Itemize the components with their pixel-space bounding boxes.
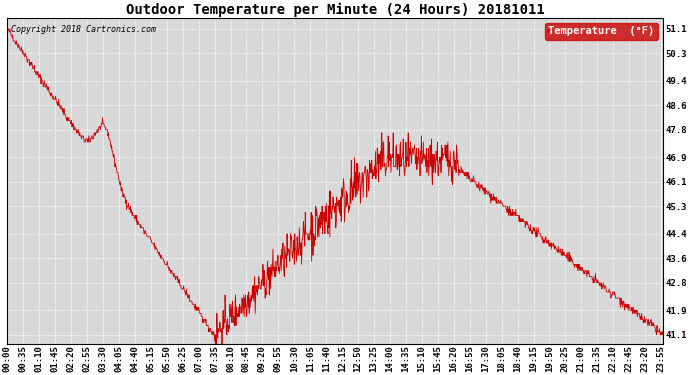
Legend: Temperature  (°F): Temperature (°F): [545, 23, 658, 39]
Text: Copyright 2018 Cartronics.com: Copyright 2018 Cartronics.com: [10, 25, 155, 34]
Title: Outdoor Temperature per Minute (24 Hours) 20181011: Outdoor Temperature per Minute (24 Hours…: [126, 3, 544, 17]
